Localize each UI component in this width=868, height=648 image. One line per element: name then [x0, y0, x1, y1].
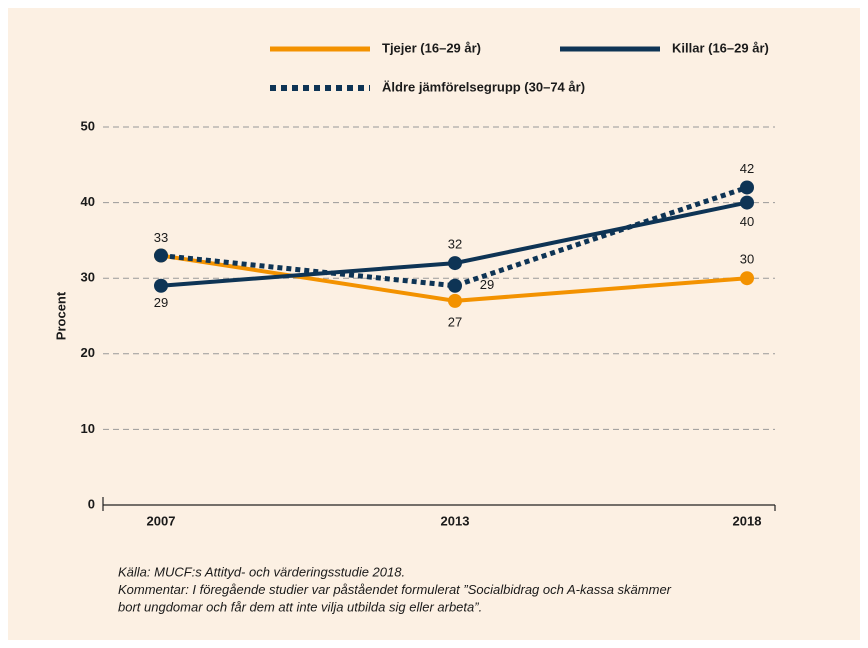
point — [154, 248, 168, 263]
y-tick-label: 0 — [88, 496, 95, 511]
y-axis-label: Procent — [53, 291, 68, 340]
data-label: 42 — [740, 161, 754, 176]
point — [154, 278, 168, 293]
note: bort ungdomar och får dem att inte vilja… — [118, 599, 482, 614]
x-tick-label: 2013 — [441, 513, 470, 528]
point — [448, 278, 462, 293]
data-label: 30 — [740, 252, 754, 267]
point — [448, 256, 462, 271]
legend-label: Tjejer (16–29 år) — [382, 40, 481, 55]
point — [740, 180, 754, 195]
y-tick-label: 50 — [81, 118, 95, 133]
data-label: 27 — [448, 314, 462, 329]
y-tick-label: 30 — [81, 270, 95, 285]
data-label: 29 — [480, 277, 494, 292]
point — [448, 293, 462, 308]
y-tick-label: 20 — [81, 345, 95, 360]
legend-label: Killar (16–29 år) — [672, 40, 769, 55]
point — [740, 195, 754, 210]
background — [8, 8, 860, 640]
data-label: 33 — [154, 230, 168, 245]
y-tick-label: 40 — [81, 194, 95, 209]
data-label: 32 — [448, 237, 462, 252]
data-label: 40 — [740, 214, 754, 229]
data-label: 29 — [154, 295, 168, 310]
note: Källa: MUCF:s Attityd- och värderingsstu… — [118, 564, 405, 579]
point — [740, 271, 754, 286]
legend-label: Äldre jämförelsegrupp (30–74 år) — [382, 79, 585, 94]
note: Kommentar: I föregående studier var påst… — [118, 582, 672, 597]
x-tick-label: 2007 — [147, 513, 176, 528]
x-tick-label: 2018 — [733, 513, 762, 528]
y-tick-label: 10 — [81, 421, 95, 436]
